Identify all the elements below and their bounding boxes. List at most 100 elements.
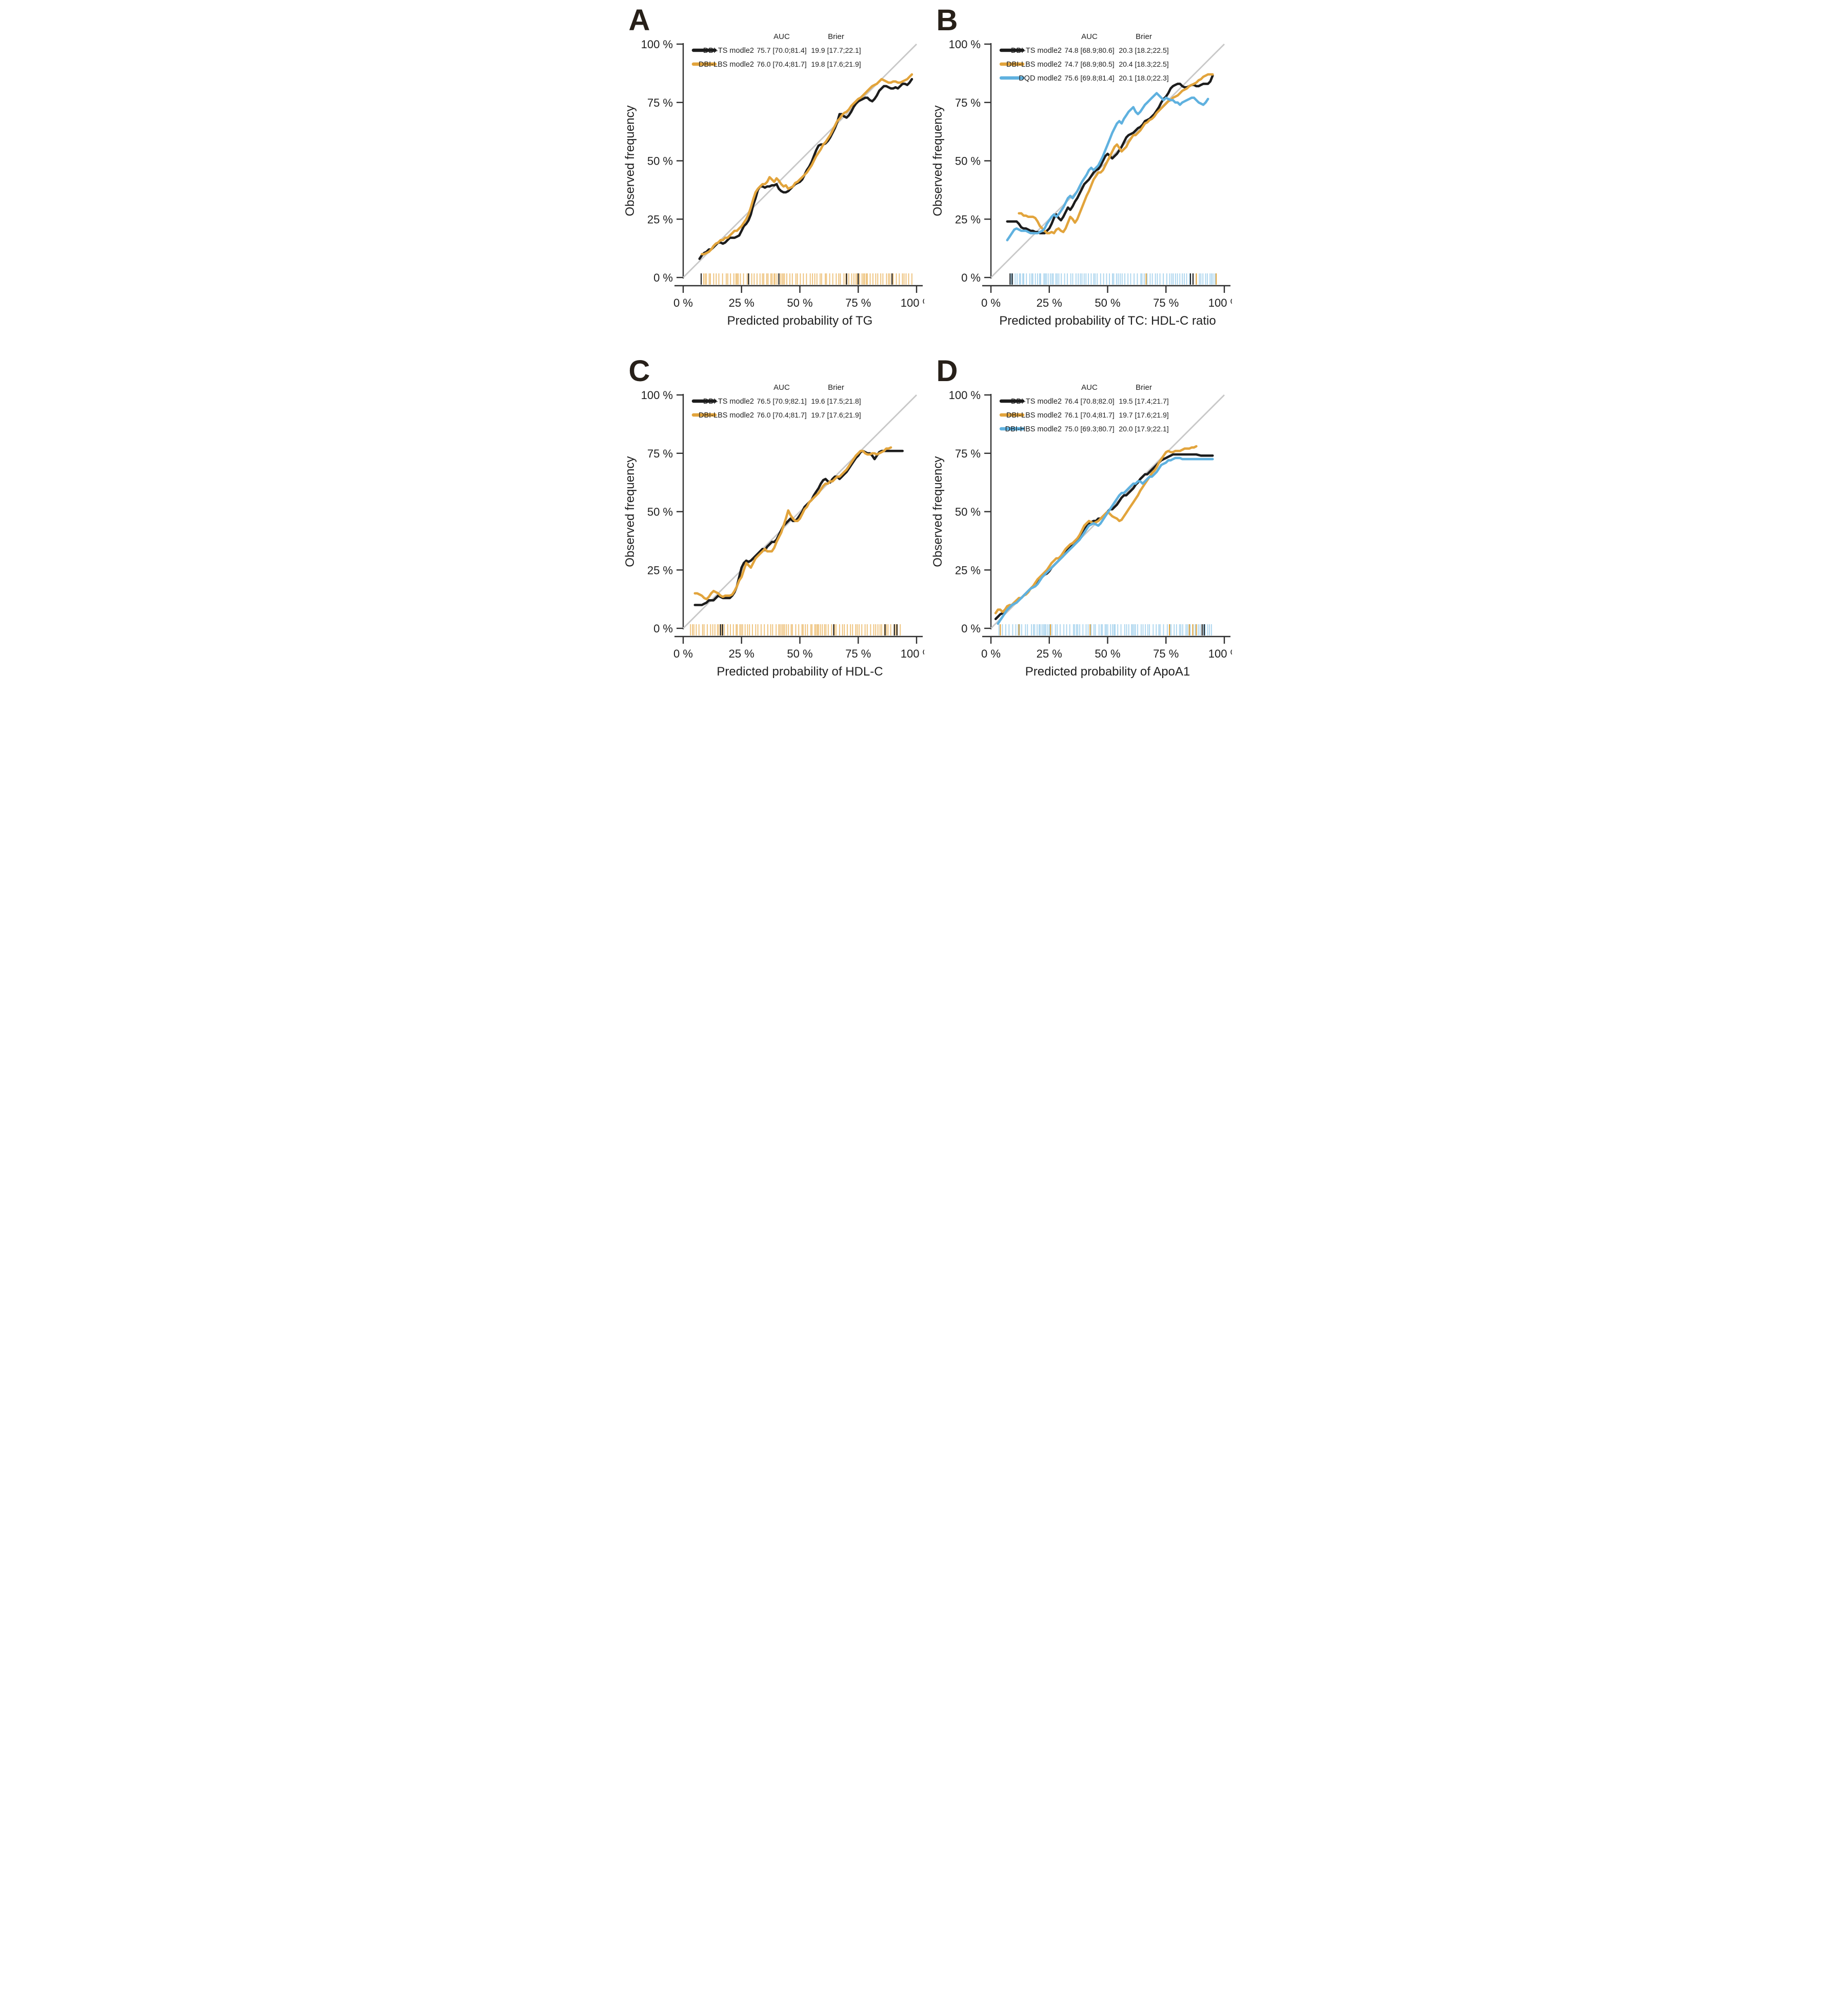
y-axis-title: Observed frequency [931,456,945,567]
legend-brier-value: 20.1 [18.0;22.3] [1119,74,1168,82]
x-tick-label: 50 % [1095,296,1120,309]
legend-auc-value: 74.7 [68.9;80.5] [1064,60,1114,68]
legend-label: DBI-TS modle2 [1010,47,1061,55]
legend-label: DBI-LBS modle2 [1006,411,1062,420]
legend-label: DBI-LBS modle2 [699,411,754,420]
y-tick-label: 0 % [653,271,673,284]
legend-brier-value: 19.9 [17.7;22.1] [811,46,861,54]
x-axis-title: Predicted probability of TG [727,314,872,328]
legend-brier-value: 19.7 [17.6;21.9] [1119,411,1168,419]
calibration-plot-C: 100 % 75 % 50 % 25 % 0 % Observed frequency 0 … [623,383,924,679]
y-tick-label: 50 % [647,506,672,519]
legend-brier-value: 19.5 [17.4;21.7] [1119,397,1168,405]
x-tick-label: 25 % [1036,647,1062,660]
x-tick-label: 25 % [728,647,754,660]
y-axis-title: Observed frequency [623,105,637,216]
y-tick-label: 50 % [955,506,980,519]
y-tick-label: 100 % [948,389,980,402]
y-tick-label: 100 % [641,38,672,51]
x-tick-label: 100 % [1208,296,1231,309]
calibration-plot-A: 100 % 75 % 50 % 25 % 0 % Observed frequency 0 … [623,32,924,328]
legend-auc-value: 76.5 [70.9;82.1] [757,397,806,405]
calibration-figure: A 100 % 75 % 50 % 25 % 0 % Observed frequency… [616,0,1232,687]
legend-auc-value: 75.7 [70.0;81.4] [757,46,806,54]
legend-auc-value: 76.4 [70.8;82.0] [1064,397,1114,405]
legend-header-brier: Brier [828,32,844,41]
y-axis-title: Observed frequency [623,456,637,567]
curve-dbi-lbs-modle2 [994,445,1198,614]
x-tick-label: 50 % [787,296,812,309]
legend-header-brier: Brier [828,383,844,392]
x-tick-label: 75 % [845,647,871,660]
y-tick-label: 100 % [948,38,980,51]
legend-header-brier: Brier [1136,32,1152,41]
y-tick-label: 25 % [647,564,672,577]
x-axis-title: Predicted probability of HDL-C [717,665,883,679]
x-tick-label: 25 % [728,296,754,309]
y-tick-label: 0 % [653,622,673,635]
panel-D: D 100 % 75 % 50 % 25 % 0 % Observed frequency… [924,354,1232,687]
legend-auc-value: 75.0 [69.3;80.7] [1064,425,1114,433]
legend-auc-value: 75.6 [69.8;81.4] [1064,74,1114,82]
panel-letter-A: A [628,4,651,37]
y-tick-label: 75 % [647,96,672,109]
legend-label: DBI-TS modle2 [703,47,753,55]
curve-dbi-ts-modle2 [994,453,1214,621]
y-tick-label: 100 % [641,389,672,402]
legend-label: DBI-LBS modle2 [699,61,754,69]
legend-label: DBI-TS modle2 [1010,398,1061,406]
panel-letter-D: D [936,354,959,388]
curve-dbi-lbs-modle2 [700,73,913,255]
x-axis-title: Predicted probability of ApoA1 [1025,665,1190,679]
y-tick-label: 25 % [955,564,980,577]
panel-C: C 100 % 75 % 50 % 25 % 0 % Observed frequency… [617,354,924,687]
diagonal-reference-line [682,394,917,629]
x-tick-label: 75 % [845,296,871,309]
y-tick-label: 25 % [647,213,672,226]
y-tick-label: 50 % [955,155,980,168]
curve-dbi-ts-modle2 [693,449,904,606]
y-tick-label: 25 % [955,213,980,226]
legend-label: DQD modle2 [1019,74,1062,83]
legend-header-brier: Brier [1136,383,1152,392]
y-tick-label: 75 % [647,447,672,460]
legend-header-auc: AUC [773,383,790,392]
x-tick-label: 75 % [1153,647,1179,660]
curve-dbi-ts-modle2 [698,78,913,260]
legend-header-auc: AUC [773,32,790,41]
legend-brier-value: 19.8 [17.6;21.9] [811,60,861,68]
x-tick-label: 0 % [981,647,1001,660]
y-tick-label: 0 % [961,271,981,284]
x-axis-title: Predicted probability of TC: HDL-C ratio [999,314,1216,328]
legend-header-auc: AUC [1081,383,1098,392]
y-tick-label: 75 % [955,447,980,460]
curve-dbi-lbs-modle2 [693,446,892,601]
panel-A: A 100 % 75 % 50 % 25 % 0 % Observed frequency… [617,3,924,336]
legend-brier-value: 20.3 [18.2;22.5] [1119,46,1168,54]
y-axis-title: Observed frequency [931,105,945,216]
x-tick-label: 0 % [673,296,693,309]
x-tick-label: 50 % [787,647,812,660]
x-tick-label: 50 % [1095,647,1120,660]
x-tick-label: 75 % [1153,296,1179,309]
y-tick-label: 50 % [647,155,672,168]
panel-B: B 100 % 75 % 50 % 25 % 0 % Observed frequency… [924,3,1232,336]
legend-auc-value: 76.0 [70.4;81.7] [757,411,806,419]
legend-brier-value: 19.7 [17.6;21.9] [811,411,861,419]
legend-label: DBI-TS modle2 [703,398,753,406]
x-tick-label: 100 % [900,296,924,309]
x-tick-label: 100 % [1208,647,1231,660]
legend-brier-value: 19.6 [17.5;21.8] [811,397,861,405]
legend-auc-value: 74.8 [68.9;80.6] [1064,46,1114,54]
y-tick-label: 75 % [955,96,980,109]
curve-dbi-lbs-modle2 [1017,73,1214,234]
legend-header-auc: AUC [1081,32,1098,41]
x-tick-label: 100 % [900,647,924,660]
legend-auc-value: 76.1 [70.4;81.7] [1064,411,1114,419]
y-tick-label: 0 % [961,622,981,635]
calibration-plot-B: 100 % 75 % 50 % 25 % 0 % Observed frequency 0 … [931,32,1232,328]
legend-brier-value: 20.4 [18.3;22.5] [1119,60,1168,68]
panel-letter-C: C [628,354,651,388]
calibration-plot-D: 100 % 75 % 50 % 25 % 0 % Observed frequency 0 … [931,383,1232,679]
legend-label: DBI-HBS modle2 [1005,425,1061,433]
